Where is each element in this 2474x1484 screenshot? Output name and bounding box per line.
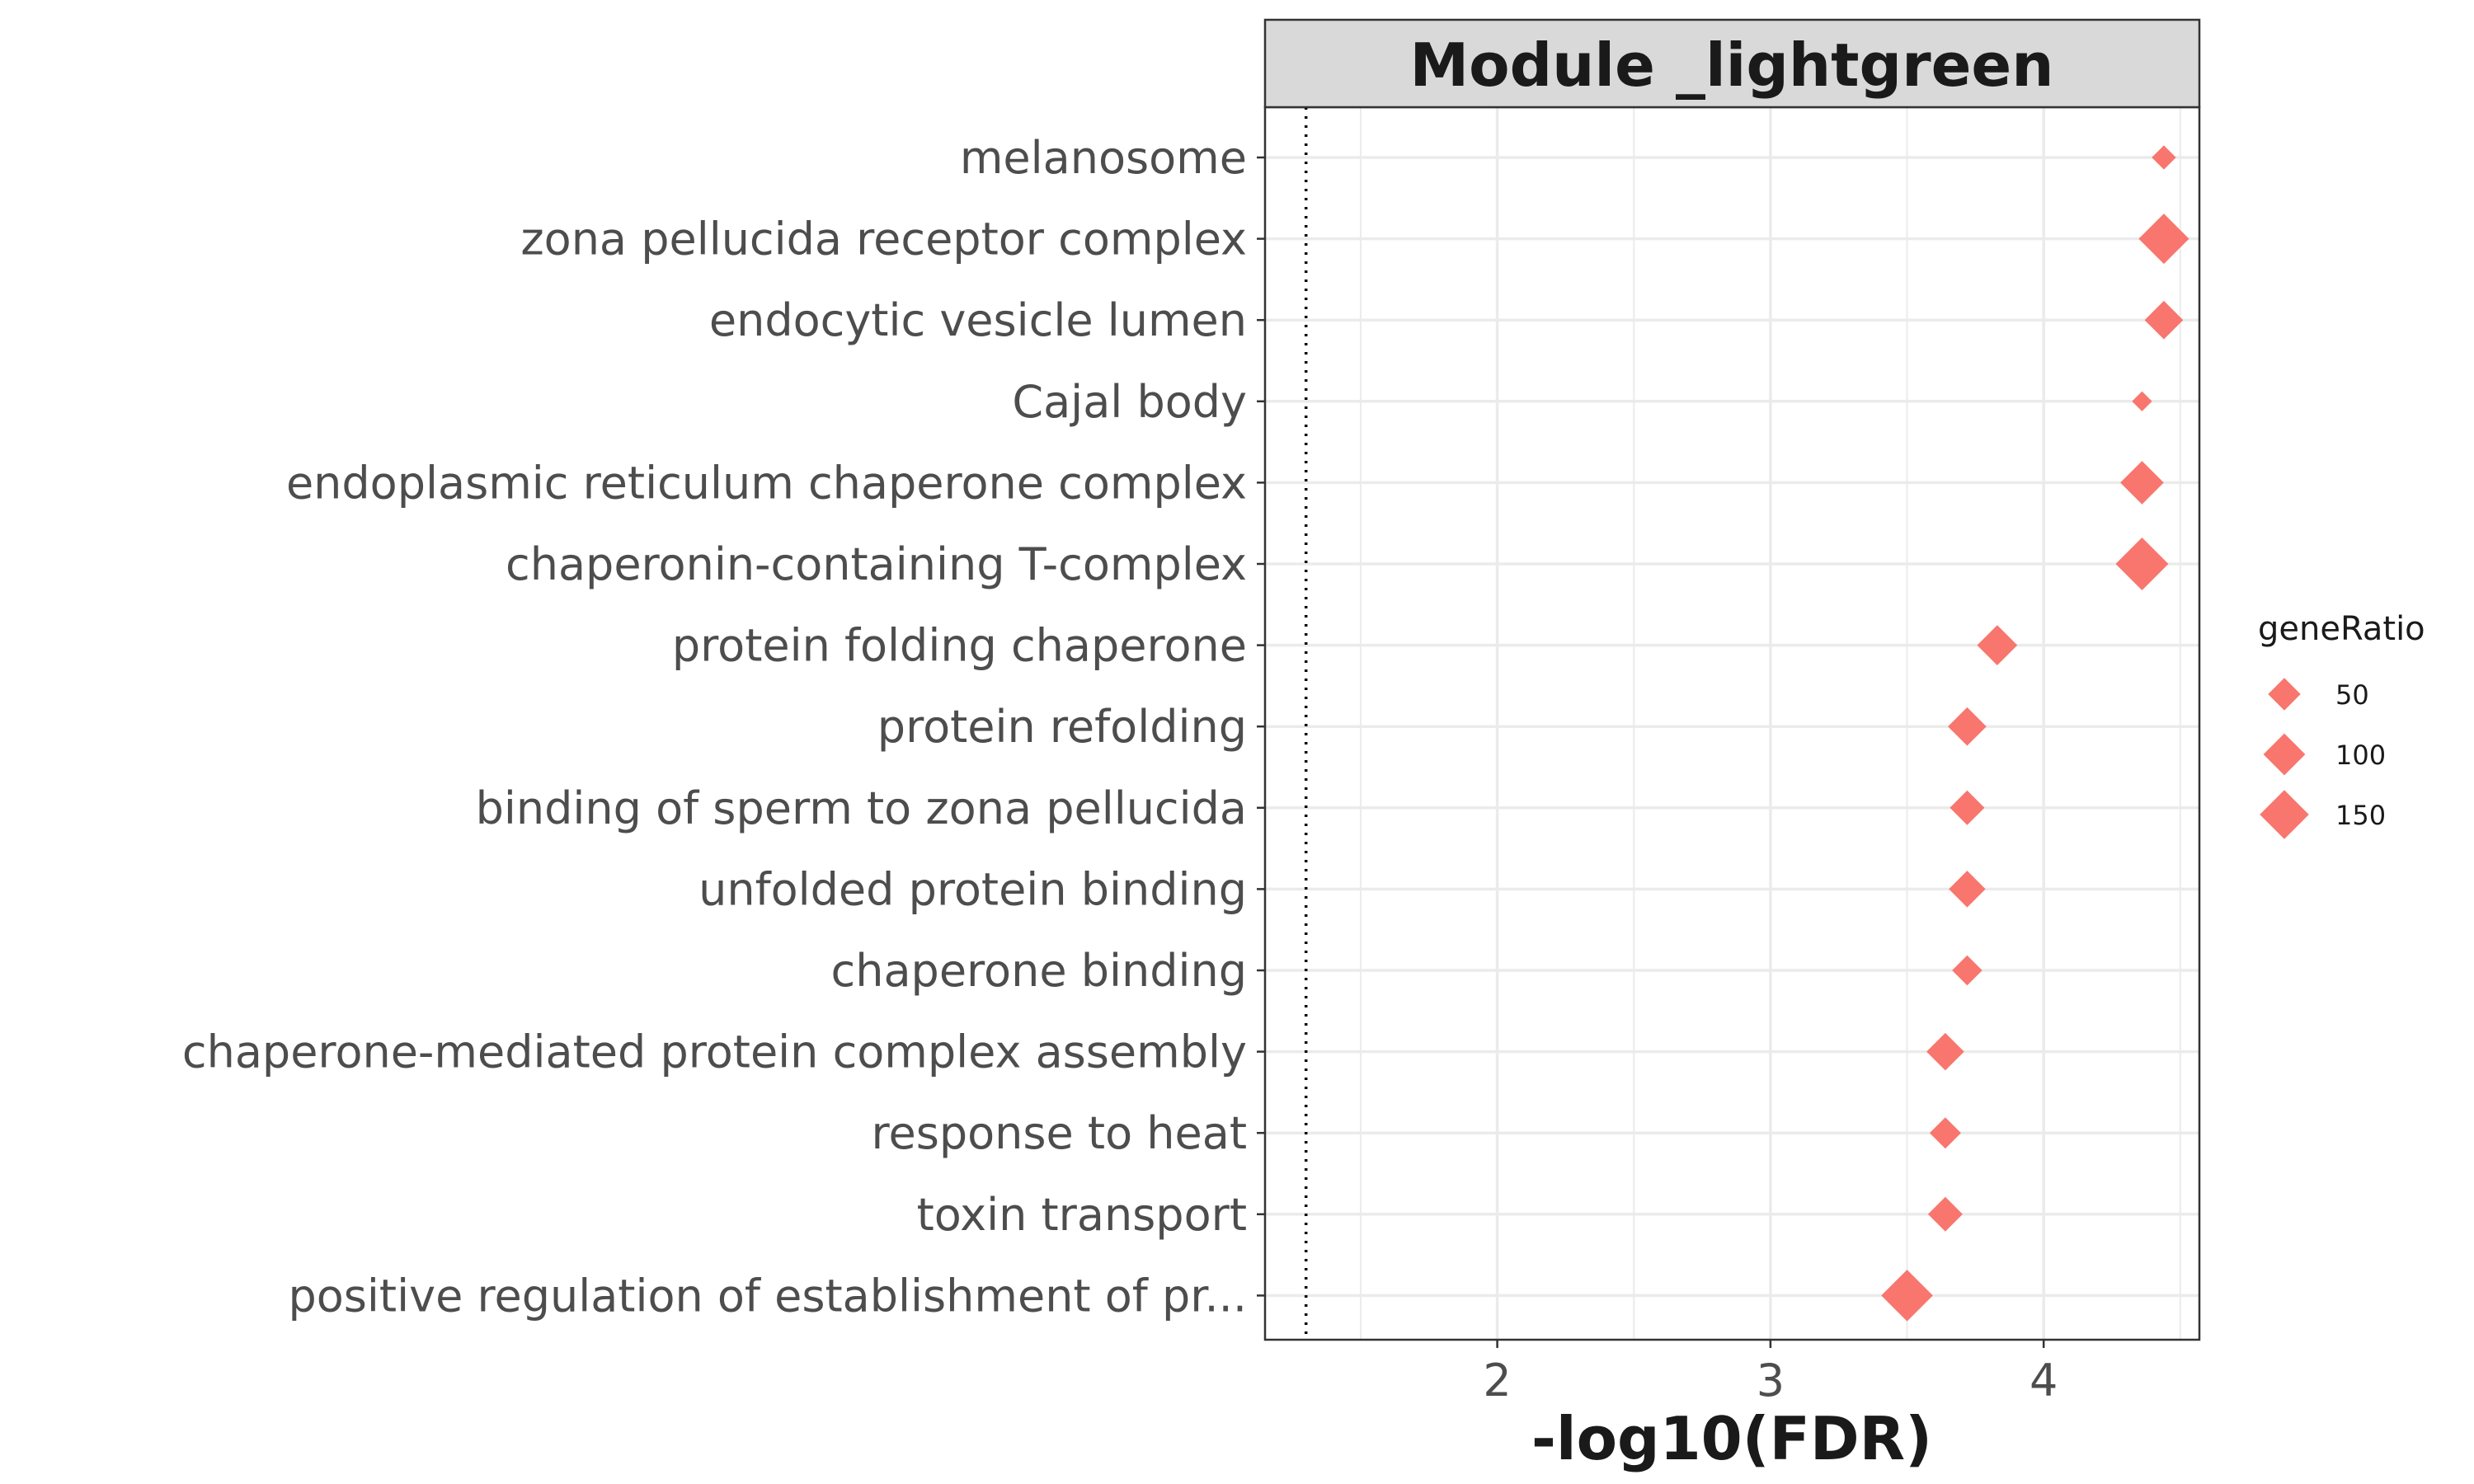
legend-entries: 50 100 150 (2260, 678, 2386, 839)
y-tick-label: positive regulation of establishment of … (288, 1270, 1247, 1322)
data-point (2120, 461, 2164, 505)
x-axis-title: -log10(FDR) (1531, 1404, 1932, 1473)
x-tick-label: 4 (2030, 1355, 2058, 1407)
data-point (1927, 1196, 1963, 1232)
legend-label: 50 (2335, 679, 2369, 711)
x-axis: 2 3 4 (1483, 1340, 2058, 1407)
y-axis: melanosome zona pellucida receptor comple… (182, 132, 1265, 1322)
data-point (1949, 871, 1986, 908)
y-tick-label: endoplasmic reticulum chaperone complex (286, 457, 1247, 509)
x-tick-label: 3 (1757, 1355, 1785, 1407)
y-tick-label: unfolded protein binding (698, 863, 1247, 915)
data-point (2138, 214, 2189, 265)
data-point (2152, 145, 2176, 170)
legend-key (2260, 790, 2309, 839)
data-point (1977, 625, 2018, 665)
legend-title: geneRatio (2258, 610, 2425, 648)
panel-background (1265, 107, 2199, 1340)
grid-lines (1265, 107, 2199, 1340)
data-point (2115, 538, 2169, 590)
data-point (1926, 1032, 1964, 1071)
data-point (1948, 707, 1987, 746)
data-point (2144, 300, 2184, 340)
y-tick-label: zona pellucida receptor complex (520, 214, 1247, 265)
y-tick-label: binding of sperm to zona pellucida (476, 782, 1247, 834)
y-tick-label: chaperonin-containing T-complex (506, 538, 1247, 590)
data-point (1881, 1270, 1933, 1322)
data-points (1881, 145, 2189, 1322)
y-tick-label: toxin transport (917, 1189, 1247, 1241)
y-tick-label: response to heat (871, 1107, 1247, 1159)
legend-key (2268, 678, 2301, 711)
facet-strip (1263, 18, 2201, 109)
data-point (1950, 790, 1985, 825)
y-tick-label: melanosome (960, 132, 1247, 184)
legend-key (2263, 733, 2306, 776)
y-tick-label: chaperone-mediated protein complex assem… (182, 1026, 1247, 1078)
data-point (1929, 1117, 1961, 1149)
legend: geneRatio 50 100 150 (2258, 610, 2425, 839)
chart-title: Module _lightgreen (1409, 31, 2053, 100)
y-tick-label: protein folding chaperone (672, 620, 1247, 672)
x-tick-label: 2 (1483, 1355, 1511, 1407)
data-point (1952, 955, 1982, 986)
y-tick-label: chaperone binding (831, 945, 1247, 997)
y-tick-label: Cajal body (1012, 376, 1247, 428)
legend-label: 100 (2335, 740, 2386, 771)
y-tick-label: protein refolding (877, 701, 1247, 753)
y-tick-label: endocytic vesicle lumen (709, 294, 1247, 346)
legend-label: 150 (2335, 800, 2386, 831)
data-point (2132, 391, 2152, 411)
